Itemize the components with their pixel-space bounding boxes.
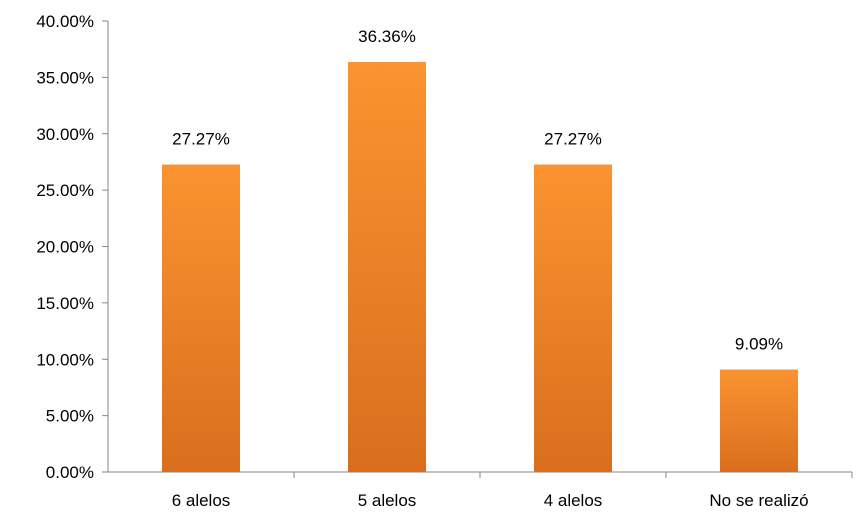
y-tick-label: 25.00% — [36, 181, 94, 200]
bar — [720, 369, 798, 472]
x-tick-label: 6 alelos — [172, 491, 231, 510]
y-tick-label: 20.00% — [36, 238, 94, 257]
x-tick-label: No se realizó — [709, 491, 808, 510]
y-tick-label: 35.00% — [36, 68, 94, 87]
y-tick-label: 40.00% — [36, 12, 94, 31]
bar — [348, 62, 426, 472]
x-axis: 6 alelos 5 alelos 4 alelos No se realizó — [102, 471, 853, 510]
y-tick-label: 10.00% — [36, 350, 94, 369]
data-label: 27.27% — [172, 130, 230, 149]
bars — [162, 62, 798, 472]
data-label: 27.27% — [544, 130, 602, 149]
y-tick-label: 5.00% — [46, 407, 94, 426]
x-tick-label: 5 alelos — [358, 491, 417, 510]
data-label: 36.36% — [358, 27, 416, 46]
data-label: 9.09% — [735, 335, 783, 354]
x-tick-label: 4 alelos — [544, 491, 603, 510]
y-tick-label: 15.00% — [36, 294, 94, 313]
bar — [162, 164, 240, 472]
y-tick-label: 0.00% — [46, 463, 94, 482]
bar — [534, 164, 612, 472]
y-axis: 0.00% 5.00% 10.00% 15.00% 20.00% 25.00% 30.00%… — [36, 12, 109, 482]
y-tick-label: 30.00% — [36, 125, 94, 144]
data-labels: 27.27% 36.36% 27.27% 9.09% — [172, 27, 783, 353]
